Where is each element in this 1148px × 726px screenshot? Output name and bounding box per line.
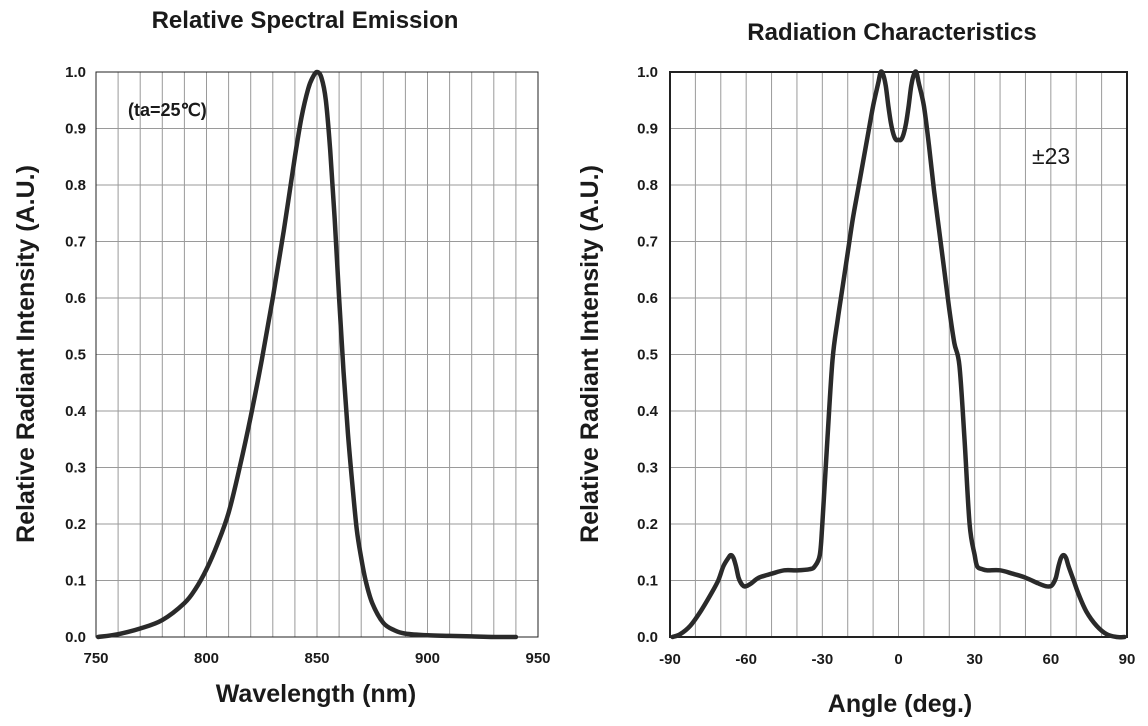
y-tick-label: 1.0 [637,64,658,81]
x-tick-label: 30 [966,651,983,668]
y-tick-label: 0.9 [637,121,658,138]
x-tick-label: 90 [1119,651,1136,668]
temperature-annotation: (ta=25℃) [128,100,207,120]
y-tick-label: 0.5 [65,347,86,364]
radiation-curve [670,69,1127,640]
x-tick-label: -90 [659,651,681,668]
y-axis-label: Relative Radiant Intensity (A.U.) [12,165,40,543]
y-tick-label: 0.8 [65,177,86,194]
y-tick-label: 0.4 [65,403,87,420]
x-tick-label: 950 [525,650,550,667]
y-tick-label: 0.4 [637,403,659,420]
x-tick-label: 850 [304,650,329,667]
x-tick-label: 750 [83,650,108,667]
x-ticks: -90 -60 -30 0 30 60 90 [659,651,1135,668]
x-tick-label: 60 [1042,651,1059,668]
y-tick-label: 0.6 [65,290,86,307]
x-axis-label: Wavelength (nm) [216,680,416,708]
y-tick-label: 0.0 [65,629,86,646]
y-tick-label: 0.7 [637,234,658,251]
y-tick-label: 0.3 [65,460,86,477]
plot-frame [669,71,1128,638]
y-tick-label: 0.1 [637,573,658,590]
y-tick-label: 0.1 [65,573,86,590]
y-tick-label: 0.2 [637,516,658,533]
x-tick-label: 900 [415,650,440,667]
grid [669,71,1128,638]
x-axis-label: Angle (deg.) [828,690,972,718]
x-tick-label: -30 [811,651,833,668]
grid [95,71,539,638]
y-tick-label: 0.0 [637,629,658,646]
spectral-curve [95,69,519,640]
x-tick-label: -60 [735,651,757,668]
y-tick-label: 0.6 [637,290,658,307]
y-tick-label: 0.7 [65,234,86,251]
x-tick-label: 800 [194,650,219,667]
y-ticks: 0.0 0.1 0.2 0.3 0.4 0.5 0.6 0.7 0.8 0.9 1.0 [637,64,659,646]
chart-title: Radiation Characteristics [747,19,1036,46]
radiation-characteristics-chart: Radiation Characteristics 0.00.10.20.30.… [576,19,1135,718]
y-axis-label: Relative Radiant Intensity (A.U.) [576,165,604,543]
y-tick-label: 0.3 [637,460,658,477]
x-ticks: 750 800 850 900 950 [83,650,550,667]
spectral-emission-chart: Relative Spectral Emission 0.00.10.20.30… [12,7,551,708]
half-angle-annotation: ±23 [1032,143,1070,169]
y-ticks: 0.0 0.1 0.2 0.3 0.4 0.5 0.6 0.7 0.8 0.9 1.0 [65,64,87,646]
chart-title: Relative Spectral Emission [152,7,459,34]
y-tick-label: 0.9 [65,121,86,138]
y-tick-label: 1.0 [65,64,86,81]
x-tick-label: 0 [894,651,902,668]
y-tick-label: 0.5 [637,347,658,364]
y-tick-label: 0.2 [65,516,86,533]
y-tick-label: 0.8 [637,177,658,194]
